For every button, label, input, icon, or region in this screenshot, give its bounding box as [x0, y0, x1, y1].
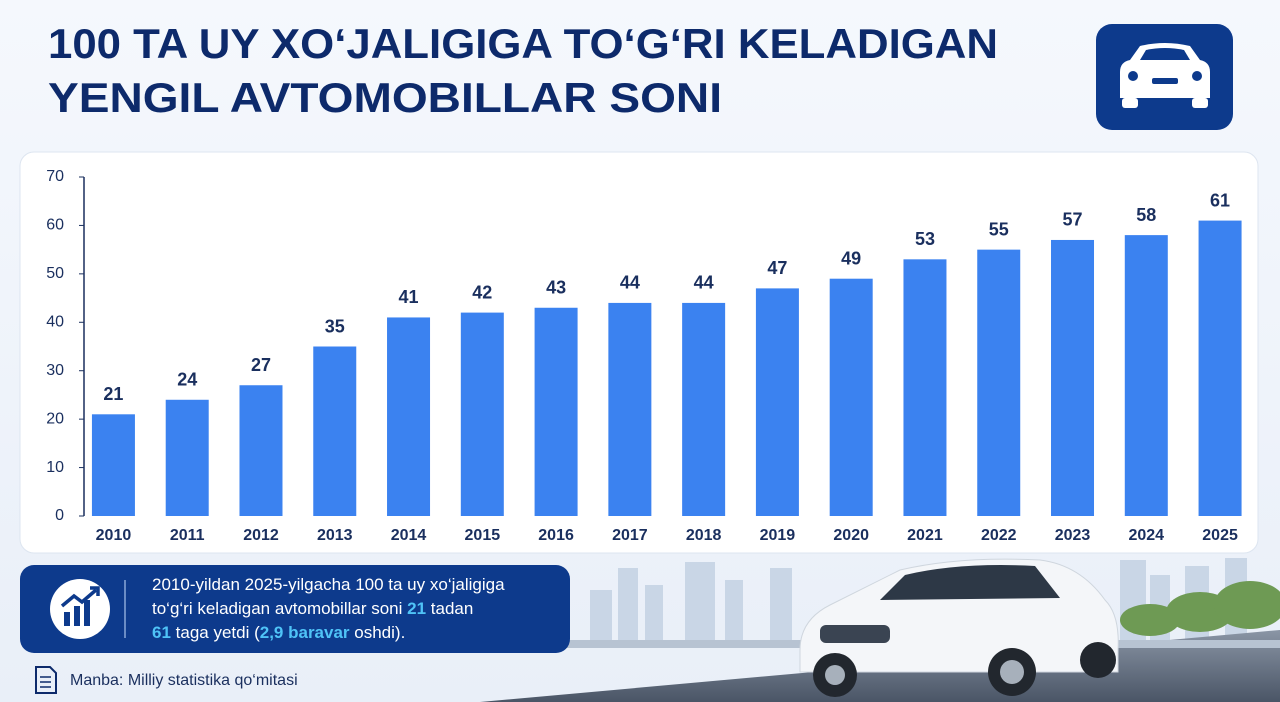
value-label: 61	[1210, 190, 1230, 210]
bar	[608, 302, 652, 516]
bar	[1198, 220, 1242, 517]
y-tick-label: 10	[46, 459, 64, 476]
x-tick-label: 2020	[833, 527, 869, 544]
bar	[91, 414, 135, 516]
note-line: to‘g‘ri keladigan avtomobillar soni 21 t…	[152, 599, 473, 618]
value-label: 42	[472, 282, 492, 302]
x-tick-label: 2018	[686, 527, 722, 544]
x-tick-label: 2013	[317, 527, 353, 544]
bar	[165, 399, 209, 516]
bar	[829, 278, 873, 516]
value-label: 44	[620, 273, 640, 293]
y-tick-label: 30	[46, 362, 64, 379]
bar	[460, 312, 504, 516]
bar	[977, 249, 1021, 516]
value-label: 53	[915, 229, 935, 249]
title-line: YENGIL AVTOMOBILLAR SONI	[48, 74, 722, 121]
bar	[387, 317, 431, 516]
value-label: 57	[1062, 210, 1082, 230]
note-segment: tadan	[426, 599, 473, 618]
x-tick-label: 2024	[1128, 527, 1164, 544]
x-tick-label: 2017	[612, 527, 648, 544]
bar	[755, 288, 799, 516]
value-label: 24	[177, 370, 197, 390]
note-text: 2010-yildan 2025-yilgacha 100 ta uy xo‘j…	[152, 575, 505, 642]
title-line: 100 TA UY XO‘JALIGIGA TO‘G‘RI KELADIGAN	[48, 20, 998, 67]
source: Manba: Milliy statistika qo‘mitasi	[70, 672, 298, 689]
note-line: 2010-yildan 2025-yilgacha 100 ta uy xo‘j…	[152, 575, 505, 594]
value-label: 47	[767, 258, 787, 278]
y-tick-label: 20	[46, 410, 64, 427]
value-label: 27	[251, 355, 271, 375]
y-tick-label: 0	[55, 507, 64, 524]
bar	[239, 385, 283, 516]
note-line: 61 taga yetdi (2,9 baravar oshdi).	[152, 623, 405, 642]
x-tick-label: 2023	[1055, 527, 1091, 544]
note-highlight: 2,9 baravar	[260, 623, 350, 642]
value-label: 21	[103, 384, 123, 404]
y-tick-label: 40	[46, 314, 64, 331]
note-segment: 2010-yildan 2025-yilgacha 100 ta uy xo‘j…	[152, 575, 505, 594]
x-tick-label: 2016	[538, 527, 574, 544]
trend-icon	[50, 579, 110, 639]
bar	[903, 259, 947, 516]
x-tick-label: 2019	[760, 527, 796, 544]
value-label: 35	[325, 316, 345, 336]
value-label: 55	[989, 219, 1009, 239]
x-tick-label: 2025	[1202, 527, 1238, 544]
x-tick-label: 2022	[981, 527, 1017, 544]
plot: 0 10 20 30 40 50 60 70 2010 21 2011 24 2012 27 2013 35 2…	[46, 168, 1242, 544]
note-segment: oshdi).	[350, 623, 406, 642]
note-segment: to‘g‘ri keladigan avtomobillar soni	[152, 599, 407, 618]
bar	[682, 302, 726, 516]
note-highlight: 61	[152, 623, 171, 642]
value-label: 43	[546, 278, 566, 298]
car-icon	[1096, 24, 1233, 130]
x-tick-label: 2012	[243, 527, 279, 544]
x-tick-label: 2010	[96, 527, 132, 544]
note-segment: taga yetdi (	[171, 623, 260, 642]
bar	[534, 307, 578, 516]
x-tick-label: 2021	[907, 527, 943, 544]
x-tick-label: 2015	[465, 527, 501, 544]
y-tick-label: 50	[46, 265, 64, 282]
note-box	[20, 565, 570, 653]
doc-icon	[35, 666, 57, 694]
x-tick-label: 2014	[391, 527, 427, 544]
y-tick-label: 70	[46, 168, 64, 185]
bar	[1124, 235, 1168, 516]
car-photo	[799, 558, 1119, 697]
bar	[1051, 239, 1095, 516]
value-label: 49	[841, 248, 861, 268]
note-highlight: 21	[407, 599, 426, 618]
y-tick-label: 60	[46, 217, 64, 234]
value-label: 44	[694, 273, 714, 293]
bar	[313, 346, 357, 516]
value-label: 58	[1136, 205, 1156, 225]
trees	[1120, 581, 1280, 636]
x-tick-label: 2011	[170, 527, 205, 544]
value-label: 41	[399, 287, 419, 307]
